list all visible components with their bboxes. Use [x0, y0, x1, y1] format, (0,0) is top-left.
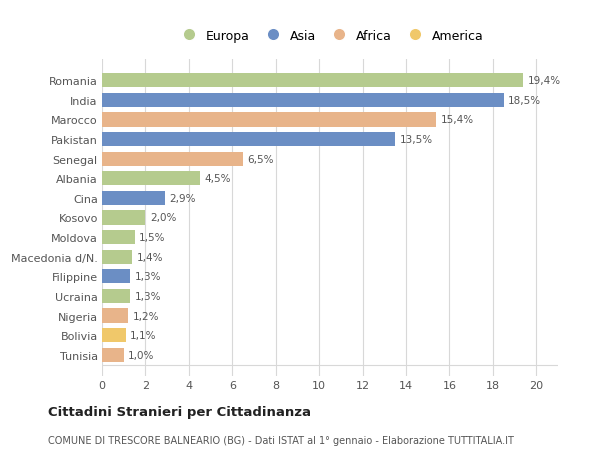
Bar — [102, 269, 130, 284]
Bar — [102, 348, 124, 362]
Legend: Europa, Asia, Africa, America: Europa, Asia, Africa, America — [171, 25, 489, 48]
Bar — [102, 152, 243, 166]
Bar — [102, 328, 126, 342]
Bar — [102, 309, 128, 323]
Text: 6,5%: 6,5% — [247, 154, 274, 164]
Bar — [102, 289, 130, 303]
Bar — [102, 133, 395, 147]
Bar — [102, 250, 133, 264]
Text: 13,5%: 13,5% — [400, 135, 433, 145]
Text: 18,5%: 18,5% — [508, 95, 541, 106]
Bar — [102, 94, 504, 108]
Text: 1,1%: 1,1% — [130, 330, 157, 341]
Bar — [102, 172, 200, 186]
Bar — [102, 113, 436, 127]
Bar — [102, 191, 165, 206]
Text: 1,2%: 1,2% — [133, 311, 159, 321]
Text: COMUNE DI TRESCORE BALNEARIO (BG) - Dati ISTAT al 1° gennaio - Elaborazione TUTT: COMUNE DI TRESCORE BALNEARIO (BG) - Dati… — [48, 435, 514, 445]
Text: 19,4%: 19,4% — [527, 76, 561, 86]
Text: 2,9%: 2,9% — [169, 194, 196, 203]
Text: 1,0%: 1,0% — [128, 350, 154, 360]
Text: 15,4%: 15,4% — [441, 115, 474, 125]
Text: Cittadini Stranieri per Cittadinanza: Cittadini Stranieri per Cittadinanza — [48, 405, 311, 419]
Bar — [102, 74, 523, 88]
Bar — [102, 230, 134, 245]
Text: 4,5%: 4,5% — [204, 174, 230, 184]
Text: 1,3%: 1,3% — [134, 272, 161, 282]
Bar — [102, 211, 145, 225]
Text: 1,5%: 1,5% — [139, 233, 166, 242]
Text: 1,3%: 1,3% — [134, 291, 161, 301]
Text: 1,4%: 1,4% — [137, 252, 163, 262]
Text: 2,0%: 2,0% — [150, 213, 176, 223]
